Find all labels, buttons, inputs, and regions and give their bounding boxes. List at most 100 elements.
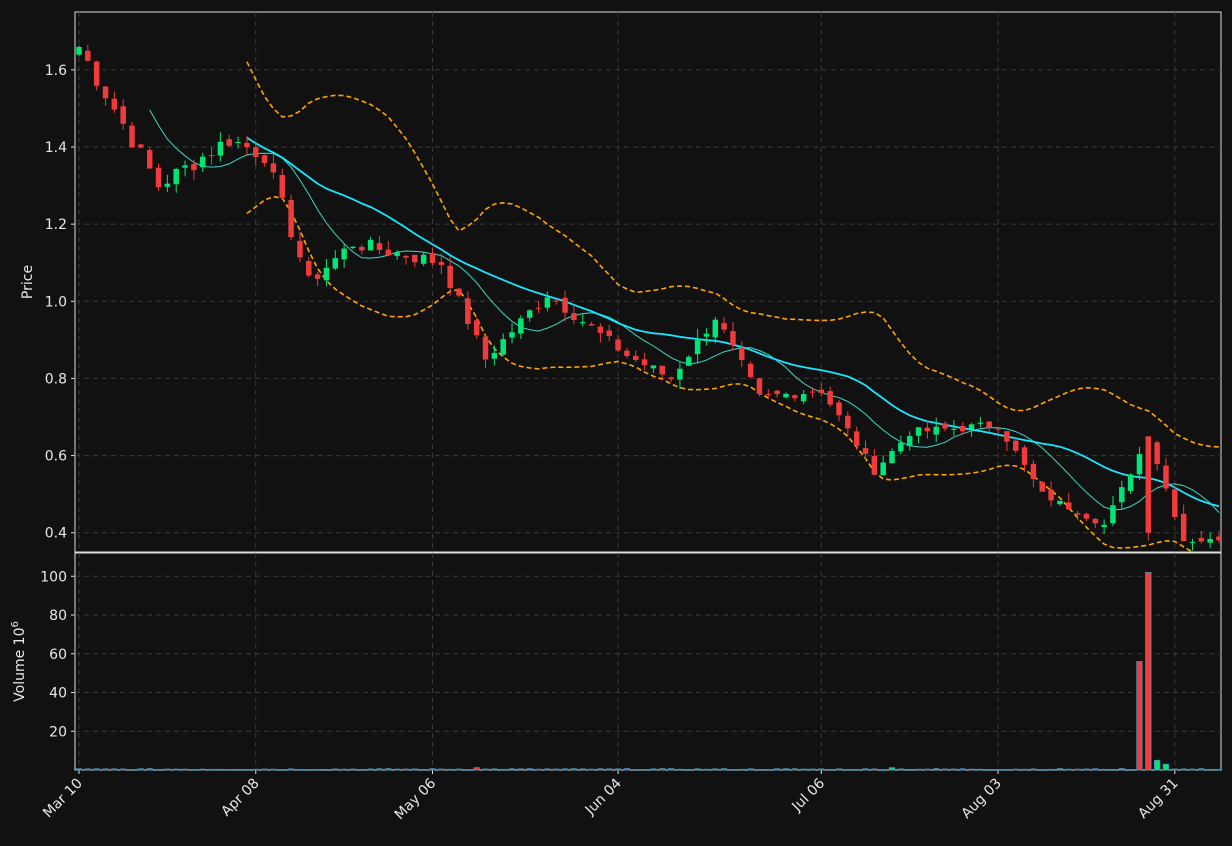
candle-body [739, 347, 745, 361]
candle-body [146, 150, 153, 169]
candle-body [359, 246, 365, 251]
volume-bar [588, 768, 595, 771]
volume-tick-label: 20 [49, 724, 67, 740]
volume-panel-frame [74, 552, 1222, 771]
time-tick-label: Mar 10 [40, 776, 86, 822]
candle-body [1066, 502, 1072, 510]
candle-body [120, 106, 126, 124]
volume-bar [553, 768, 560, 771]
volume-bar [606, 768, 613, 771]
volume-bar [314, 768, 321, 771]
candle-body [394, 252, 400, 256]
volume-bar [774, 768, 781, 771]
candle-body [85, 50, 91, 61]
volume-bar [508, 768, 516, 771]
volume-bar [1189, 768, 1196, 771]
candle-body [367, 239, 374, 251]
volume-bar [173, 768, 180, 771]
volume-bar [411, 768, 418, 771]
volume-bar [447, 768, 454, 771]
price-tick-label: 1.6 [45, 63, 67, 79]
volume-bar [941, 768, 949, 771]
volume-tick-label: 100 [40, 569, 67, 585]
volume-bar [1100, 768, 1108, 771]
candle-body [350, 246, 356, 248]
candle-body [1083, 513, 1090, 519]
volume-bar [933, 768, 940, 771]
candle-body [694, 338, 701, 355]
volume-bar [915, 768, 922, 771]
candle-body [1039, 482, 1045, 492]
volume-bar [1207, 768, 1214, 771]
candle-body [845, 415, 851, 429]
volume-axis-exponent: 6 [10, 621, 21, 627]
volume-tick-label: 60 [49, 647, 67, 663]
candle-body [562, 297, 568, 313]
candle-body [473, 320, 480, 336]
candle-body [1172, 489, 1178, 518]
candle-body [509, 332, 515, 338]
volume-bar [827, 769, 834, 771]
candle-body [624, 350, 630, 357]
volume-bar [1145, 571, 1152, 771]
candle-body [721, 323, 727, 330]
volume-bar [986, 768, 993, 771]
candle-body [208, 155, 215, 157]
candle-body [1021, 447, 1028, 465]
grid-lines [75, 12, 1221, 770]
volume-bar [544, 768, 551, 771]
overlays [149, 61, 1220, 552]
candle-body [933, 426, 939, 435]
candle-body [1101, 524, 1107, 528]
candle-body [668, 377, 674, 380]
candle-body [968, 424, 975, 429]
volume-bar [809, 768, 816, 771]
volume-bar [535, 768, 542, 771]
candle-body [765, 394, 772, 396]
volume-bar [1092, 768, 1099, 771]
candle-body [456, 288, 462, 296]
candle-body [261, 155, 268, 164]
volume-bar [623, 768, 631, 771]
candle-body [959, 426, 966, 432]
volume-bar [1003, 768, 1011, 771]
volume-bar [402, 768, 410, 771]
candle-body [1154, 442, 1160, 465]
volume-bar [164, 768, 171, 771]
candle-body [1119, 487, 1125, 503]
volume-bar [128, 769, 136, 771]
candle-body [376, 243, 383, 251]
candle-body [182, 165, 188, 168]
time-tick-label: May 06 [392, 775, 440, 823]
candle-body [995, 428, 1001, 430]
candle-body [659, 365, 665, 375]
volume-bar [243, 768, 251, 771]
candle-body [1163, 465, 1169, 489]
candle-body [889, 451, 895, 464]
volume-bar [614, 768, 622, 771]
candle-body [898, 442, 904, 452]
candle-body [588, 324, 595, 326]
volume-bar [1039, 769, 1046, 771]
candle-body [641, 359, 648, 366]
candle-body [491, 352, 498, 359]
candle-body [686, 356, 692, 366]
volume-bar [234, 768, 242, 771]
volume-bar [729, 769, 737, 771]
candle-body [191, 163, 197, 171]
price-tick-label: 1.4 [45, 140, 67, 156]
volume-bar [880, 769, 887, 771]
candle-body [199, 156, 206, 168]
candle-body [1180, 513, 1187, 542]
volume-bar [703, 768, 710, 771]
volume-bar [782, 768, 790, 771]
candle-body [129, 125, 135, 148]
volume-bar [367, 768, 374, 771]
price-tick-label: 0.4 [45, 526, 67, 542]
volume-bar [818, 768, 825, 771]
volume-bar [358, 769, 365, 771]
volume-bar [641, 769, 648, 771]
candle-body [323, 267, 330, 281]
time-tick-label: Apr 08 [218, 776, 262, 820]
